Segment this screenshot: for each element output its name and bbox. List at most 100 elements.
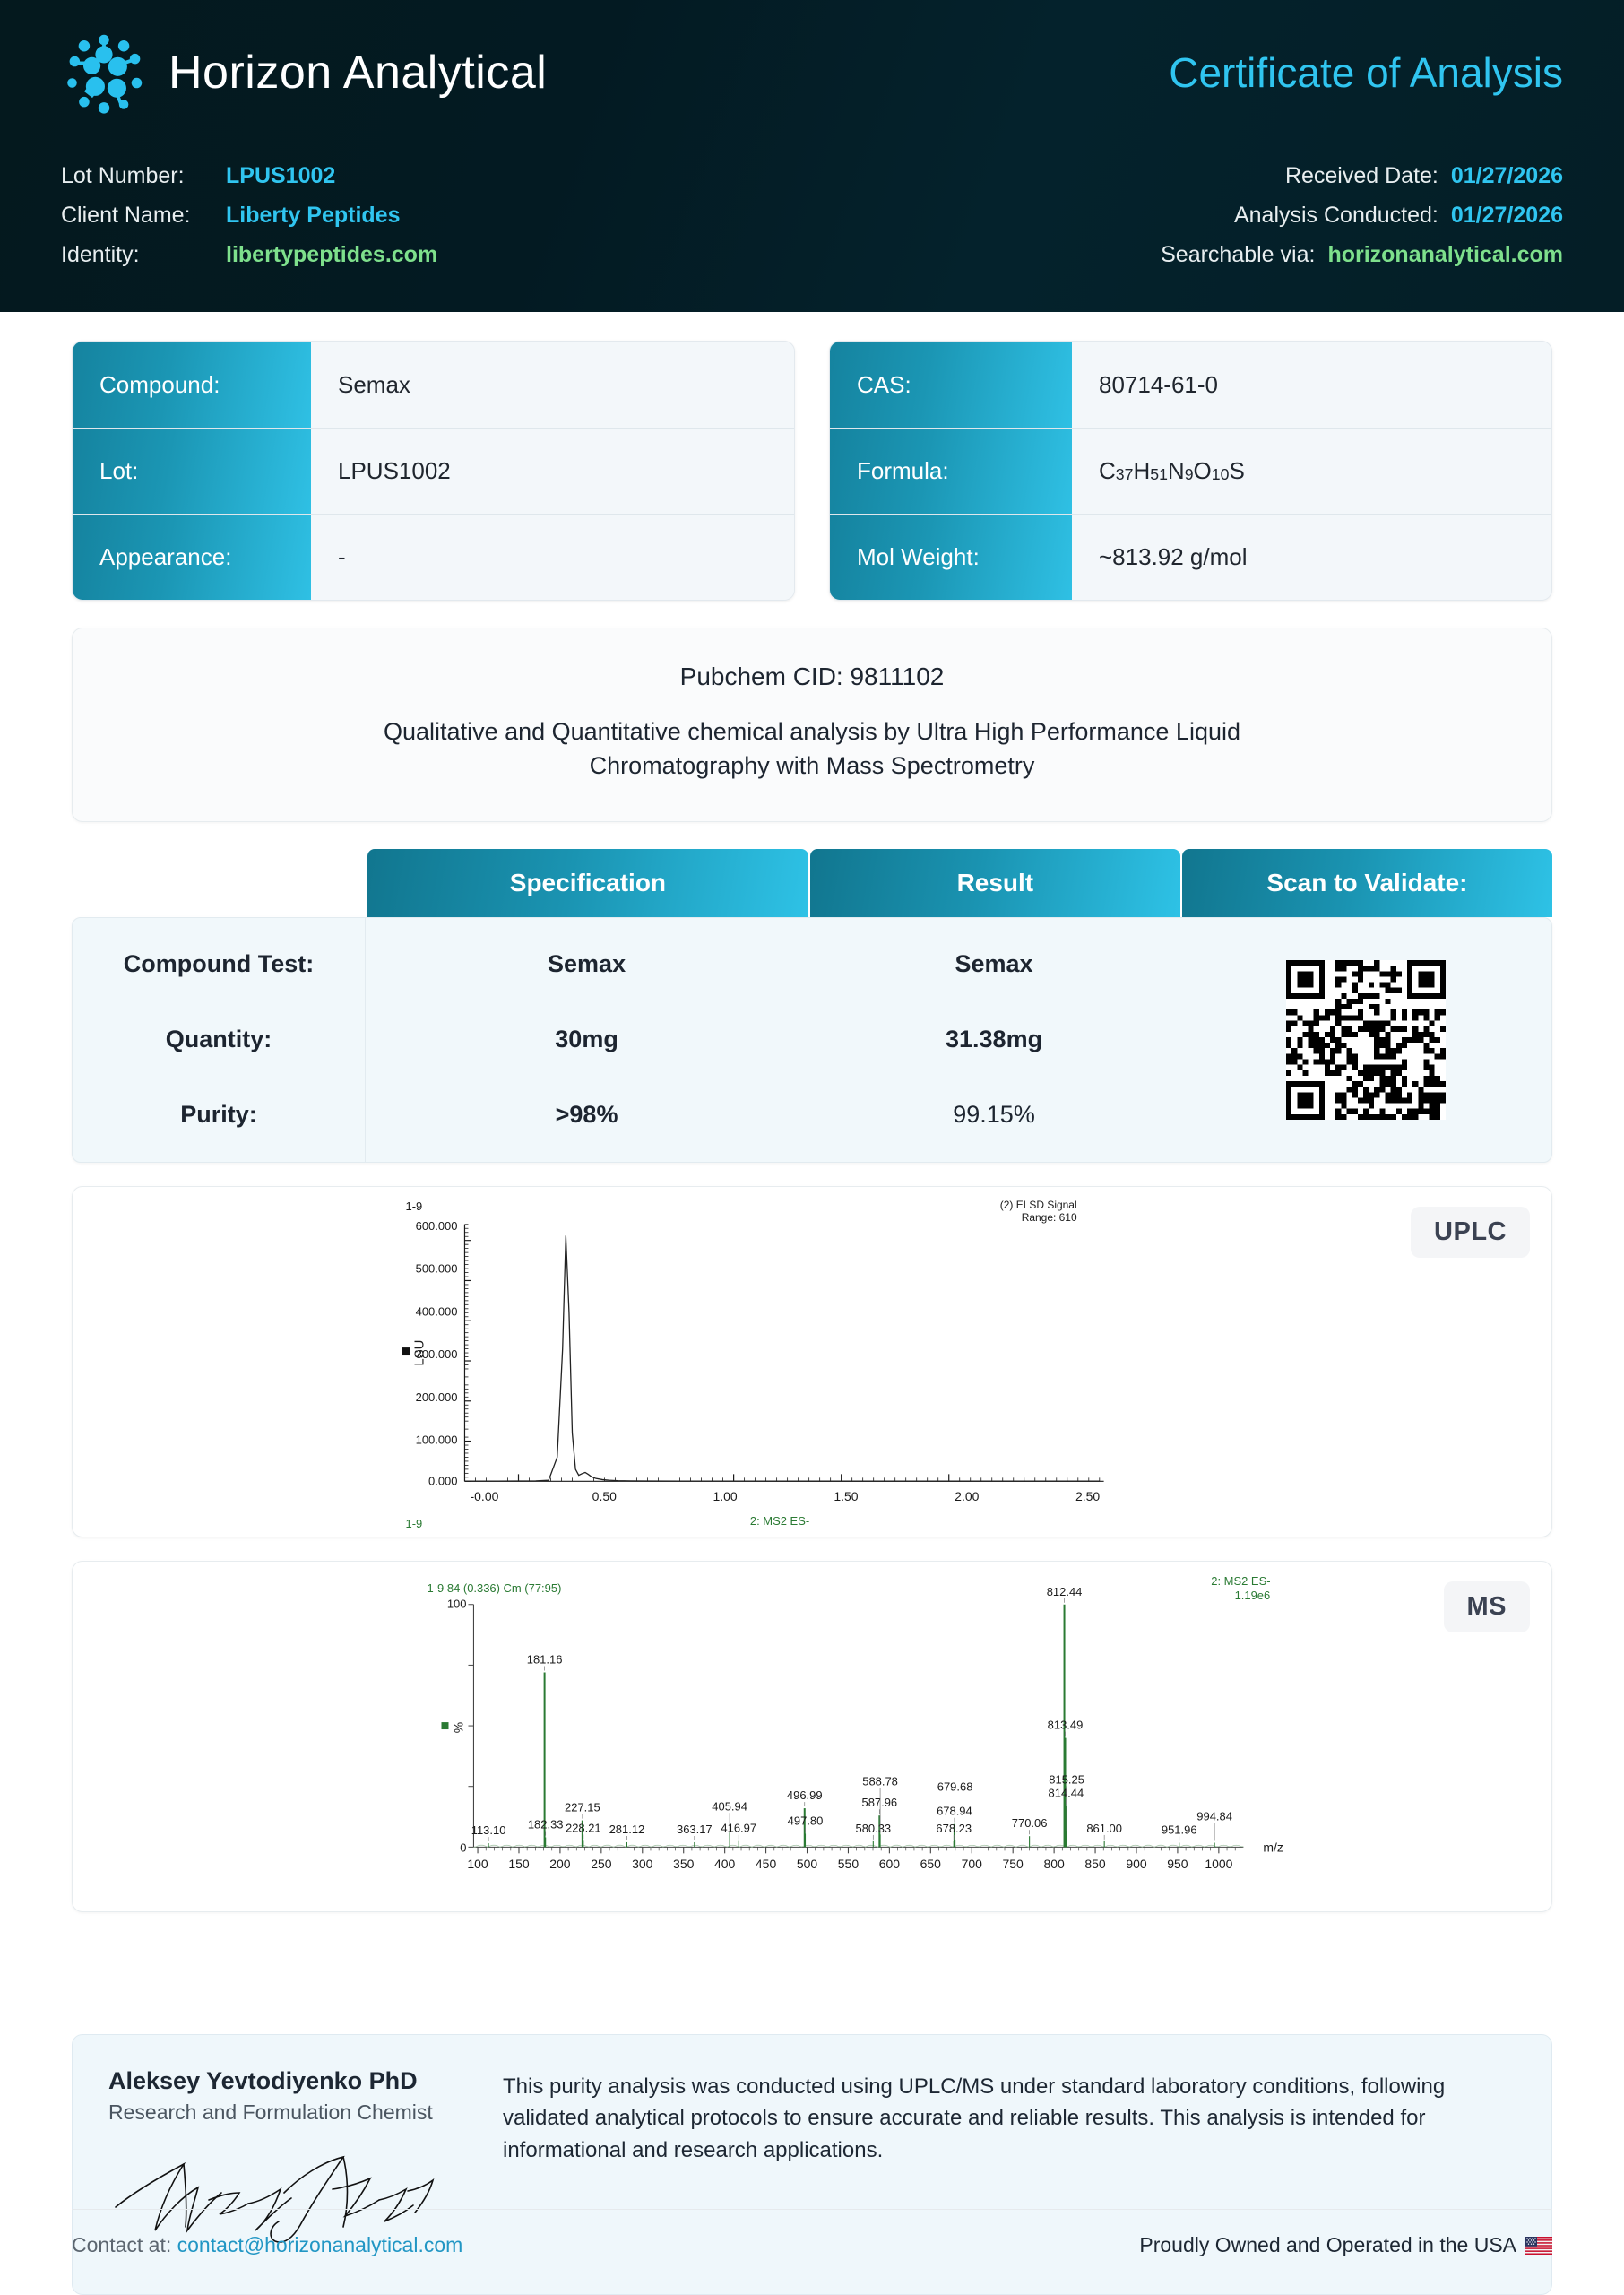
uplc-xtick-1.50: 1.50 — [834, 1489, 858, 1503]
ms-xtick-600: 600 — [879, 1857, 901, 1871]
footer-contact: Contact at: contact@horizonanalytical.co… — [72, 2233, 462, 2257]
ms-ytick-100: 100 — [447, 1597, 467, 1610]
signature-left: Aleksey Yevtodiyenko PhD Research and Fo… — [108, 2067, 503, 2258]
results-table-header: Specification Result Scan to Validate: — [72, 848, 1553, 917]
ms-peak-label-580.33: 580.33 — [855, 1822, 891, 1835]
page-title: Certificate of Analysis — [1169, 49, 1563, 96]
meta-value-client-name: Liberty Peptides — [226, 203, 401, 228]
header-meta-left: Lot Number: LPUS1002 Client Name: Libert… — [61, 163, 437, 268]
results-row-label-column: Compound Test: Quantity: Purity: — [73, 918, 365, 1162]
ms-xtick-700: 700 — [962, 1857, 983, 1871]
meta-row-received-date: Received Date: 01/27/2026 — [1161, 163, 1563, 189]
qr-code[interactable] — [1285, 959, 1446, 1120]
ms-peak-label-416.97: 416.97 — [721, 1821, 756, 1834]
uplc-ytick-400000: 400.000 — [416, 1304, 458, 1318]
ms-xtick-950: 950 — [1167, 1857, 1188, 1871]
ms-peak-label-588.78: 588.78 — [862, 1774, 898, 1788]
info-row-mol-weight: Mol Weight: ~813.92 g/mol — [830, 514, 1551, 600]
uplc-ytick-300000: 300.000 — [416, 1347, 458, 1361]
ms-xtick-550: 550 — [838, 1857, 860, 1871]
uplc-trace-path — [464, 1234, 1100, 1482]
ms-peak-label-814.44: 814.44 — [1049, 1786, 1084, 1799]
ms-peak-label-678.23: 678.23 — [936, 1822, 972, 1835]
info-key-mol-weight: Mol Weight: — [830, 515, 1072, 600]
info-row-lot: Lot: LPUS1002 — [73, 428, 794, 514]
ms-peak-label-281.12: 281.12 — [609, 1823, 645, 1836]
ms-xlabel: m/z — [1263, 1840, 1283, 1854]
ms-series-marker — [441, 1721, 449, 1729]
footer-contact-email[interactable]: contact@horizonanalytical.com — [177, 2233, 463, 2256]
meta-value-searchable-via[interactable]: horizonanalytical.com — [1327, 242, 1563, 267]
meta-row-identity: Identity: libertypeptides.com — [61, 242, 437, 268]
ms-xtick-500: 500 — [797, 1857, 818, 1871]
uplc-ytick-200000: 200.000 — [416, 1390, 458, 1403]
ms-peak-label-182.33: 182.33 — [528, 1817, 564, 1831]
ms-peak-label-679.68: 679.68 — [937, 1780, 973, 1793]
results-table-body: Compound Test: Quantity: Purity: Semax 3… — [72, 916, 1552, 1163]
ms-xtick-650: 650 — [920, 1857, 942, 1871]
meta-value-analysis-conducted: 01/27/2026 — [1450, 203, 1563, 228]
spec-compound-test: Semax — [548, 950, 626, 978]
meta-row-lot-number: Lot Number: LPUS1002 — [61, 163, 437, 189]
uplc-badge: UPLC — [1411, 1206, 1530, 1258]
meta-label-searchable-via: Searchable via: — [1161, 242, 1316, 267]
signature-panel: Aleksey Yevtodiyenko PhD Research and Fo… — [72, 2033, 1552, 2295]
ms-peak-label-496.99: 496.99 — [787, 1788, 823, 1802]
signatory-name: Aleksey Yevtodiyenko PhD — [108, 2066, 418, 2094]
info-value-lot: LPUS1002 — [311, 429, 794, 514]
ms-chart-card: MS 1-9 84 (0.336) Cm (77:95) 2: MS2 ES- … — [72, 1560, 1552, 1912]
ms-xtick-150: 150 — [508, 1857, 530, 1871]
ms-xtick-800: 800 — [1043, 1857, 1065, 1871]
analysis-statement: This purity analysis was conducted using… — [503, 2074, 1446, 2162]
ms-peak-label-587.96: 587.96 — [861, 1796, 897, 1809]
meta-value-identity[interactable]: libertypeptides.com — [226, 242, 438, 267]
meta-label-client-name: Client Name: — [61, 203, 191, 228]
uplc-bottom-green-label: 2: MS2 ES- — [750, 1514, 809, 1528]
uplc-corner-label: 1-9 — [406, 1199, 423, 1213]
info-value-cas: 80714-61-0 — [1072, 342, 1551, 428]
ms-peak-label-861.00: 861.00 — [1086, 1822, 1122, 1835]
column-header-scan-to-validate: Scan to Validate: — [1181, 848, 1553, 917]
uplc-ylabel: LSU — [412, 1339, 428, 1365]
meta-label-identity: Identity: — [61, 242, 140, 267]
info-value-appearance: - — [311, 515, 794, 600]
uplc-series-marker — [402, 1347, 410, 1355]
document-body: Compound: Semax Lot: LPUS1002 Appearance… — [0, 341, 1624, 2295]
ms-xtick-300: 300 — [632, 1857, 653, 1871]
ms-xtick-100: 100 — [467, 1857, 488, 1871]
info-row-formula: Formula: C 37 H 51 N 9 O 10 S — [830, 428, 1551, 514]
ms-badge: MS — [1443, 1581, 1530, 1632]
ms-xtick-850: 850 — [1084, 1857, 1106, 1871]
usa-flag-icon — [1525, 2236, 1552, 2255]
results-specification-column: Semax 30mg >98% — [365, 917, 808, 1162]
signatory-role: Research and Formulation Chemist — [108, 2100, 433, 2124]
result-quantity: 31.38mg — [946, 1026, 1043, 1053]
info-key-formula: Formula: — [830, 429, 1072, 514]
info-value-formula: C 37 H 51 N 9 O 10 S — [1072, 429, 1551, 514]
ms-xtick-900: 900 — [1126, 1857, 1147, 1871]
info-row-appearance: Appearance: - — [73, 514, 794, 600]
column-header-result: Result — [809, 848, 1180, 917]
ms-header-label: 1-9 84 (0.336) Cm (77:95) — [428, 1581, 562, 1595]
uplc-ytick-500000: 500.000 — [416, 1261, 458, 1275]
ms-xtick-450: 450 — [756, 1857, 777, 1871]
ms-ylabel: % — [451, 1722, 465, 1733]
info-value-compound: Semax — [311, 342, 794, 428]
ms-peak-label-678.94: 678.94 — [937, 1804, 972, 1817]
ms-peak-label-363.17: 363.17 — [677, 1823, 713, 1836]
ms-peak-label-813.49: 813.49 — [1048, 1718, 1084, 1731]
uplc-ytick-0: 0.000 — [428, 1474, 457, 1487]
ms-peak-label-405.94: 405.94 — [712, 1799, 747, 1813]
column-header-specification: Specification — [367, 848, 808, 917]
compound-info-table-left: Compound: Semax Lot: LPUS1002 Appearance… — [72, 341, 795, 601]
meta-row-analysis-conducted: Analysis Conducted: 01/27/2026 — [1161, 203, 1563, 229]
meta-row-client-name: Client Name: Liberty Peptides — [61, 203, 437, 229]
info-key-lot: Lot: — [73, 429, 311, 514]
ms-ytick-0: 0 — [460, 1840, 466, 1854]
ms-peak-label-994.84: 994.84 — [1196, 1809, 1232, 1823]
ms-peak-label-181.16: 181.16 — [527, 1652, 563, 1666]
ms-trace-label-2: 1.19e6 — [1235, 1588, 1271, 1601]
compound-info-tables: Compound: Semax Lot: LPUS1002 Appearance… — [72, 341, 1552, 601]
ms-xtick-350: 350 — [673, 1857, 695, 1871]
